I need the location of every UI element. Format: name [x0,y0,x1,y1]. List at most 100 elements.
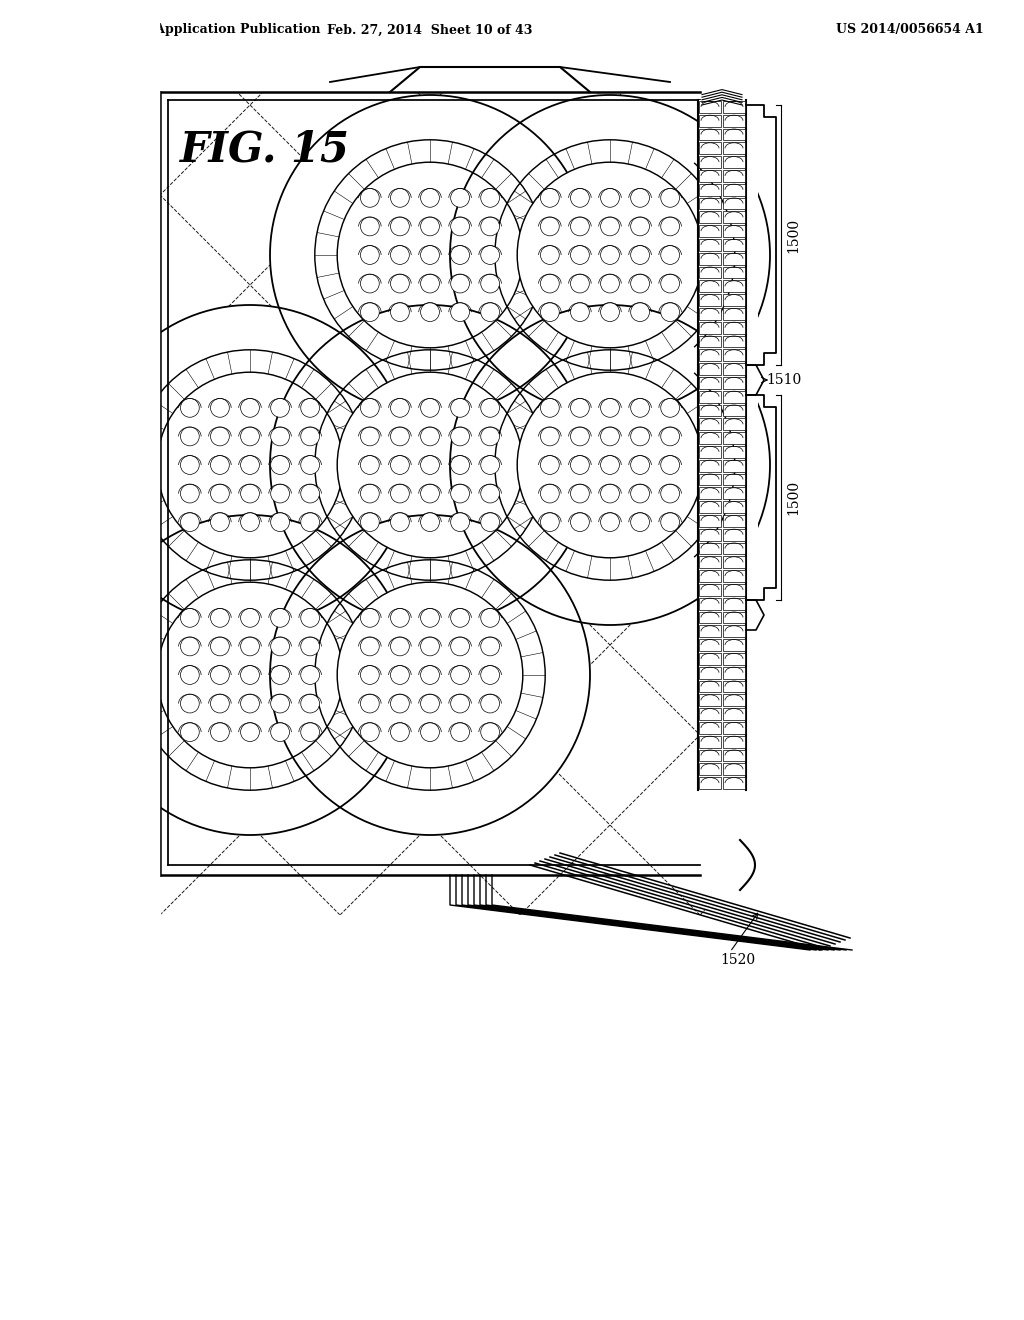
Circle shape [421,246,439,264]
Circle shape [301,665,319,684]
Circle shape [211,399,229,417]
Circle shape [270,665,290,684]
Circle shape [180,455,200,474]
Circle shape [631,399,649,417]
Bar [699,611,721,623]
Bar [723,156,745,168]
Circle shape [360,512,379,532]
Bar [723,115,745,127]
Circle shape [337,162,523,347]
Bar [699,350,721,362]
Circle shape [211,484,229,503]
Bar [699,418,721,430]
Circle shape [421,428,439,446]
Circle shape [90,305,410,624]
Circle shape [301,723,319,742]
Bar [723,363,745,375]
Bar [723,502,745,513]
Circle shape [421,694,439,713]
Bar [699,183,721,195]
Circle shape [360,275,379,293]
Circle shape [451,428,469,446]
Circle shape [211,609,229,627]
Circle shape [337,582,523,768]
Circle shape [601,399,620,417]
Circle shape [451,189,469,207]
Bar [699,335,721,347]
Circle shape [301,638,319,656]
Bar [723,102,745,112]
Circle shape [158,372,343,558]
Circle shape [480,216,500,236]
Circle shape [480,455,500,474]
Circle shape [660,484,680,503]
Bar [723,598,745,610]
Circle shape [541,275,559,293]
Circle shape [301,455,319,474]
Bar [723,474,745,486]
Bar [699,709,721,719]
Circle shape [480,484,500,503]
Circle shape [570,189,590,207]
Circle shape [390,723,410,742]
Circle shape [421,275,439,293]
Bar [699,170,721,182]
Circle shape [660,246,680,264]
Bar [699,280,721,292]
Circle shape [390,609,410,627]
Circle shape [360,638,379,656]
Bar [699,598,721,610]
Circle shape [660,216,680,236]
Bar [698,100,758,789]
Circle shape [541,189,559,207]
Bar [699,777,721,789]
Circle shape [301,609,319,627]
Circle shape [390,216,410,236]
Circle shape [451,302,469,322]
Bar [723,722,745,734]
Circle shape [421,723,439,742]
Circle shape [451,665,469,684]
Circle shape [480,428,500,446]
Circle shape [541,484,559,503]
Circle shape [451,723,469,742]
Circle shape [180,723,200,742]
Bar [723,378,745,389]
Circle shape [450,95,770,414]
Bar [699,322,721,334]
Circle shape [180,609,200,627]
Circle shape [421,189,439,207]
Bar [699,570,721,582]
Circle shape [660,399,680,417]
Bar [723,280,745,292]
Bar [699,378,721,389]
Circle shape [270,428,290,446]
Circle shape [270,512,290,532]
Circle shape [241,665,259,684]
Circle shape [421,455,439,474]
Circle shape [450,305,770,624]
Bar [723,239,745,251]
Bar [723,267,745,279]
Circle shape [517,162,702,347]
Bar [723,735,745,747]
Circle shape [180,484,200,503]
Circle shape [337,372,523,558]
Circle shape [301,399,319,417]
Bar [723,253,745,264]
Circle shape [360,189,379,207]
Bar [699,239,721,251]
Circle shape [301,484,319,503]
Circle shape [390,694,410,713]
Circle shape [480,609,500,627]
Circle shape [270,515,590,836]
Circle shape [660,275,680,293]
Bar [723,611,745,623]
Circle shape [241,512,259,532]
Bar [699,543,721,554]
Circle shape [421,216,439,236]
Circle shape [270,609,290,627]
Circle shape [451,246,469,264]
Circle shape [421,638,439,656]
Bar [723,432,745,444]
